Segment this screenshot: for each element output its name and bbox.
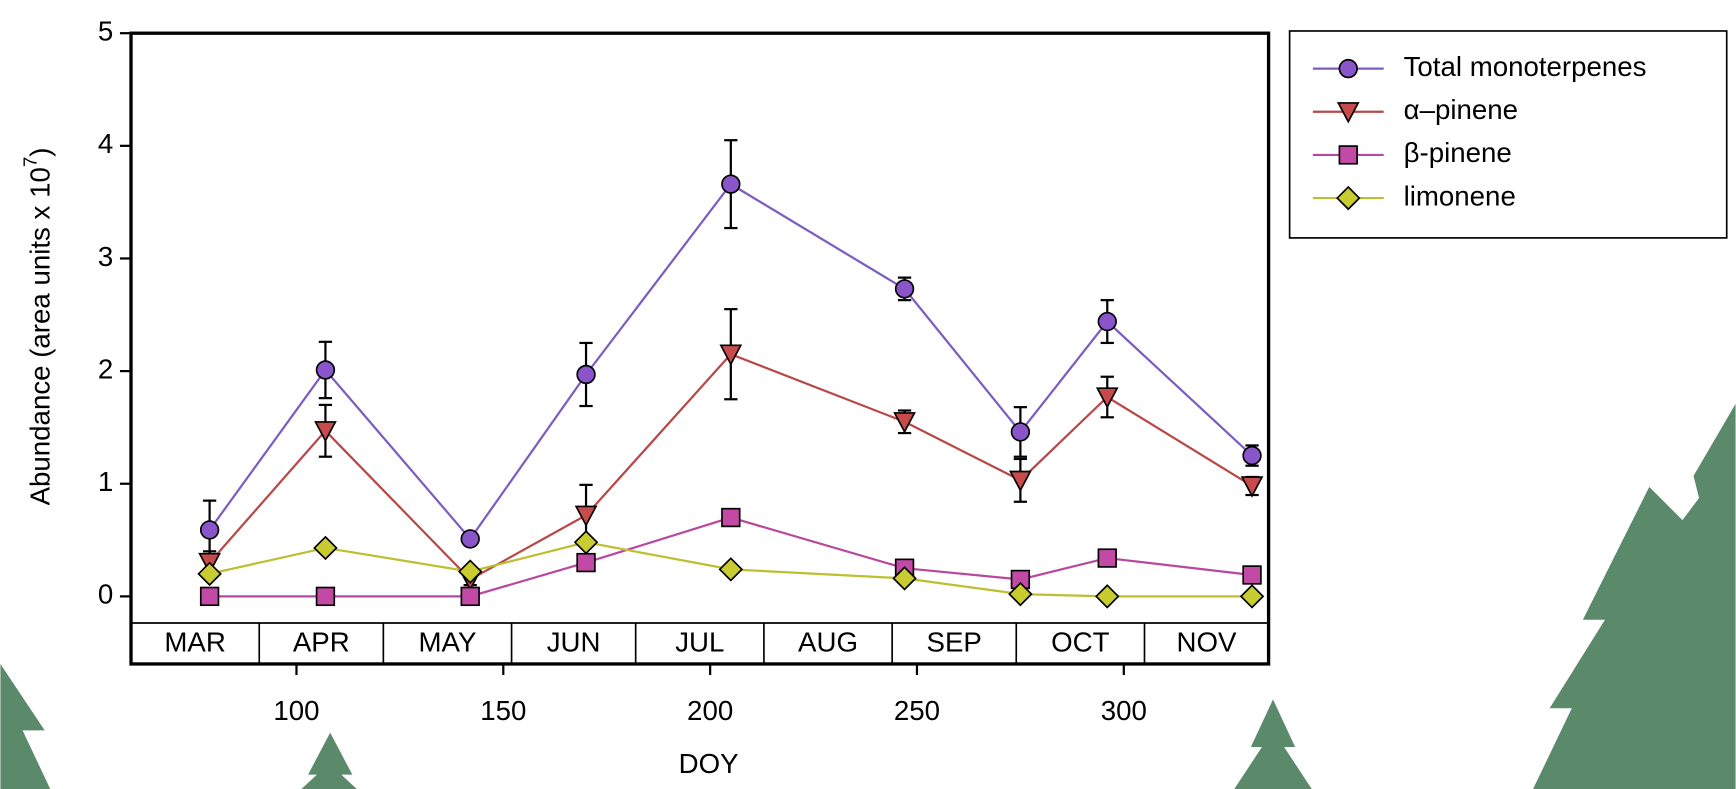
- marker: [1240, 476, 1264, 498]
- marker: [1097, 548, 1117, 568]
- marker: [1239, 584, 1265, 609]
- month-label: MAR: [164, 626, 225, 657]
- marker: [199, 586, 220, 607]
- marker: [1095, 387, 1119, 409]
- x-tick-label: 300: [1101, 695, 1147, 726]
- marker: [199, 520, 220, 540]
- month-label: JUN: [547, 626, 601, 657]
- marker: [1242, 445, 1262, 466]
- legend-marker: [1338, 58, 1358, 79]
- marker: [576, 552, 596, 573]
- y-tick-label: 1: [98, 466, 113, 497]
- marker: [315, 360, 336, 380]
- marker: [315, 586, 336, 607]
- month-label: JUL: [675, 626, 724, 657]
- background-trees: [0, 403, 1736, 789]
- x-tick-label: 150: [480, 695, 526, 726]
- x-tick-label: 100: [273, 695, 319, 726]
- legend-marker: [1336, 102, 1360, 124]
- marker: [718, 557, 744, 582]
- legend-label: β-pinene: [1404, 137, 1512, 168]
- y-axis-title-close: ): [25, 147, 56, 156]
- marker: [1010, 422, 1031, 442]
- marker: [892, 566, 917, 591]
- x-axis-title: DOY: [679, 748, 739, 779]
- legend-box: [1288, 30, 1728, 239]
- marker: [1097, 311, 1117, 332]
- y-tick-label: 0: [98, 579, 113, 610]
- marker: [576, 364, 596, 385]
- marker: [1009, 470, 1032, 493]
- x-tick-label: 250: [894, 695, 940, 726]
- marker: [573, 530, 599, 555]
- y-tick-label: 5: [98, 16, 113, 47]
- y-axis-title: Abundance (area units x 107): [19, 147, 55, 505]
- series-line: [209, 516, 1253, 598]
- legend-label: α–pinene: [1404, 94, 1518, 125]
- legend-label: Total monoterpenes: [1404, 51, 1647, 82]
- marker: [460, 529, 480, 549]
- marker: [721, 507, 741, 528]
- marker: [894, 279, 915, 299]
- marker: [313, 535, 338, 561]
- marker: [893, 412, 916, 434]
- month-label: APR: [293, 626, 350, 657]
- marker: [460, 586, 480, 607]
- marker: [457, 559, 483, 584]
- legend-marker: [1338, 145, 1358, 165]
- plot-frame: [129, 31, 1271, 666]
- marker: [314, 421, 337, 443]
- marker: [1242, 565, 1262, 585]
- marker: [719, 344, 743, 366]
- marker: [1095, 584, 1120, 609]
- month-label: MAY: [419, 626, 477, 657]
- month-label: OCT: [1051, 626, 1109, 657]
- month-label: SEP: [927, 626, 982, 657]
- marker: [1008, 581, 1033, 607]
- marker: [721, 174, 741, 194]
- month-label: NOV: [1177, 626, 1237, 657]
- marker: [197, 561, 222, 587]
- marker: [574, 505, 598, 528]
- y-tick-label: 3: [98, 241, 113, 272]
- y-axis-title-text: Abundance (area units x 10: [25, 167, 56, 505]
- legend-label: limonene: [1404, 180, 1516, 211]
- x-tick-label: 200: [687, 695, 733, 726]
- y-tick-label: 4: [98, 128, 113, 159]
- y-axis-title-exponent: 7: [19, 157, 40, 167]
- month-label: AUG: [798, 626, 858, 657]
- y-tick-label: 2: [98, 353, 113, 384]
- legend-marker: [1336, 185, 1361, 211]
